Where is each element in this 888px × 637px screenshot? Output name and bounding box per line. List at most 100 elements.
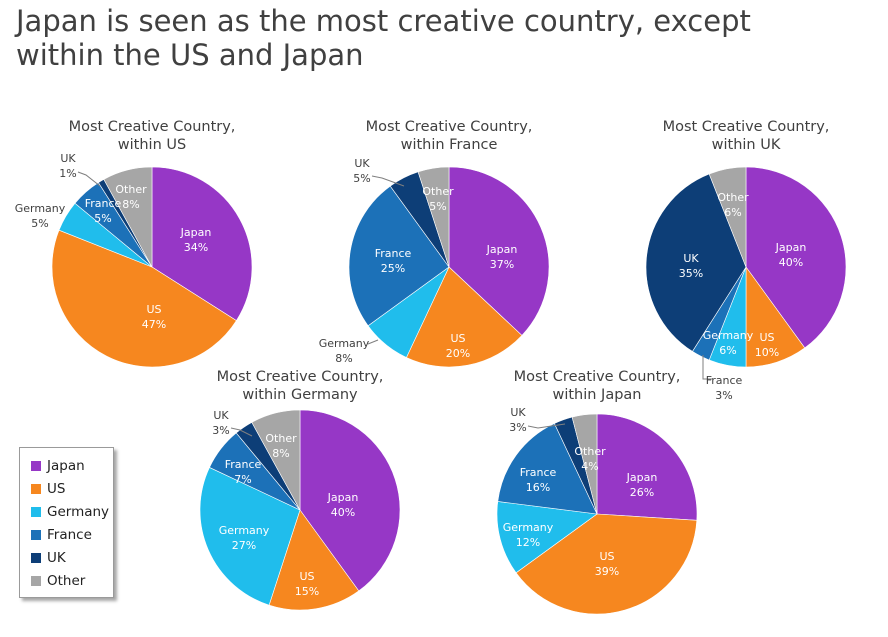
pie-slice-us [406,266,523,368]
slice-label-value: 34% [184,241,208,254]
legend-item-other: Other [31,571,85,591]
chart-title-line: Most Creative Country, [366,119,533,135]
chart-title-line: within Japan [552,387,641,403]
slice-label-name: Other [265,432,297,445]
slice-label-value: 37% [490,258,514,271]
slice-label-name: Germany [319,337,370,350]
legend-label: France [47,527,92,543]
pie-chart-2: Most Creative Country, within France Japan… [319,119,550,368]
slice-label-value: 1% [59,167,76,180]
pie-slice-us [51,229,237,368]
slice-label-value: 5% [353,172,370,185]
page-title-line-1: Japan is seen as the most creative count… [16,4,751,38]
pie-slice-france [348,185,450,327]
pie-slice-japan [299,409,401,592]
legend-swatch [31,530,41,540]
page-title: Japan is seen as the most creative count… [16,4,876,72]
slice-label-name: UK [683,252,699,265]
slice-label-name: US [599,550,614,563]
slice-label-name: France [225,458,262,471]
slice-label-value: 6% [724,206,741,219]
slice-label-value: 10% [755,346,779,359]
slice-label-value: 8% [335,352,352,365]
slice-label-name: Japan [327,491,359,504]
slice-label-name: US [450,332,465,345]
chart-title-line: Most Creative Country, [69,119,236,135]
pie-slice-other [571,413,598,515]
leader-line [527,423,566,429]
slice-label-value: 40% [331,506,355,519]
leader-line [230,427,253,437]
slice-label-value: 47% [142,318,166,331]
slice-label-name: Japan [626,471,658,484]
leader-line [367,339,379,345]
slice-label-value: 26% [630,486,654,499]
page-title-line-2: within the US and Japan [16,38,364,72]
slice-label-value: 35% [679,267,703,280]
slice-label-name: US [299,570,314,583]
legend-swatch [31,507,41,517]
chart-title-line: within France [401,137,498,153]
slice-label-value: 5% [94,212,111,225]
slice-label-name: UK [60,152,76,165]
slice-label-value: 15% [295,585,319,598]
chart-title-line: Most Creative Country, [663,119,830,135]
legend-swatch [31,576,41,586]
leader-line [702,355,712,380]
slice-label-name: Other [422,185,454,198]
slice-label-name: UK [354,157,370,170]
slice-label-name: UK [213,409,229,422]
slice-label-name: Other [717,191,749,204]
leader-line [77,171,101,187]
slice-label-name: Other [115,183,147,196]
pie-slice-germany [199,467,301,606]
legend-label: UK [47,550,66,566]
pie-slice-us [515,513,698,615]
slice-label-value: 40% [779,256,803,269]
pie-slice-other [251,409,301,511]
pie-chart-5: Most Creative Country, within Japan Japan 2… [496,369,698,615]
slice-label-value: 12% [516,536,540,549]
pie-chart-1: Most Creative Country, within US Japan 34% U… [15,119,253,368]
chart-title-line: within Germany [242,387,358,403]
slice-label-name: Germany [219,524,270,537]
chart-title-line: within UK [712,137,781,153]
pie-chart-4: Most Creative Country, within Germany Japa… [199,369,401,611]
slice-label-name: Other [574,445,606,458]
legend-item-us: US [31,479,65,499]
legend-item-japan: Japan [31,456,85,476]
legend-swatch [31,484,41,494]
slice-label-name: France [85,197,122,210]
slice-label-name: Japan [775,241,807,254]
slice-label-name: Germany [503,521,554,534]
slice-label-value: 27% [232,539,256,552]
legend-item-france: France [31,525,92,545]
chart-title-line: Most Creative Country, [514,369,681,385]
slice-label-value: 8% [122,198,139,211]
slice-label-value: 3% [212,424,229,437]
slice-label-name: Germany [703,329,754,342]
slice-label-value: 7% [234,473,251,486]
slice-label-value: 39% [595,565,619,578]
pie-slice-other [417,166,450,268]
slice-label-value: 5% [31,217,48,230]
chart-title-line: Most Creative Country, [217,369,384,385]
slice-label-name: Japan [180,226,212,239]
slice-label-name: France [706,374,743,387]
legend-item-uk: UK [31,548,66,568]
slice-label-name: US [146,303,161,316]
pie-slice-japan [448,166,550,336]
pie-slice-uk [645,173,747,352]
slice-label-value: 3% [509,421,526,434]
slice-label-value: 3% [715,389,732,402]
slice-label-name: France [520,466,557,479]
slice-label-value: 25% [381,262,405,275]
pie-slice-japan [151,166,253,321]
legend-swatch [31,461,41,471]
slice-label-name: Japan [486,243,518,256]
pie-slice-japan [745,166,847,349]
slice-label-value: 8% [272,447,289,460]
pie-slice-other [103,166,153,268]
legend-label: US [47,481,66,497]
slice-label-value: 6% [719,344,736,357]
